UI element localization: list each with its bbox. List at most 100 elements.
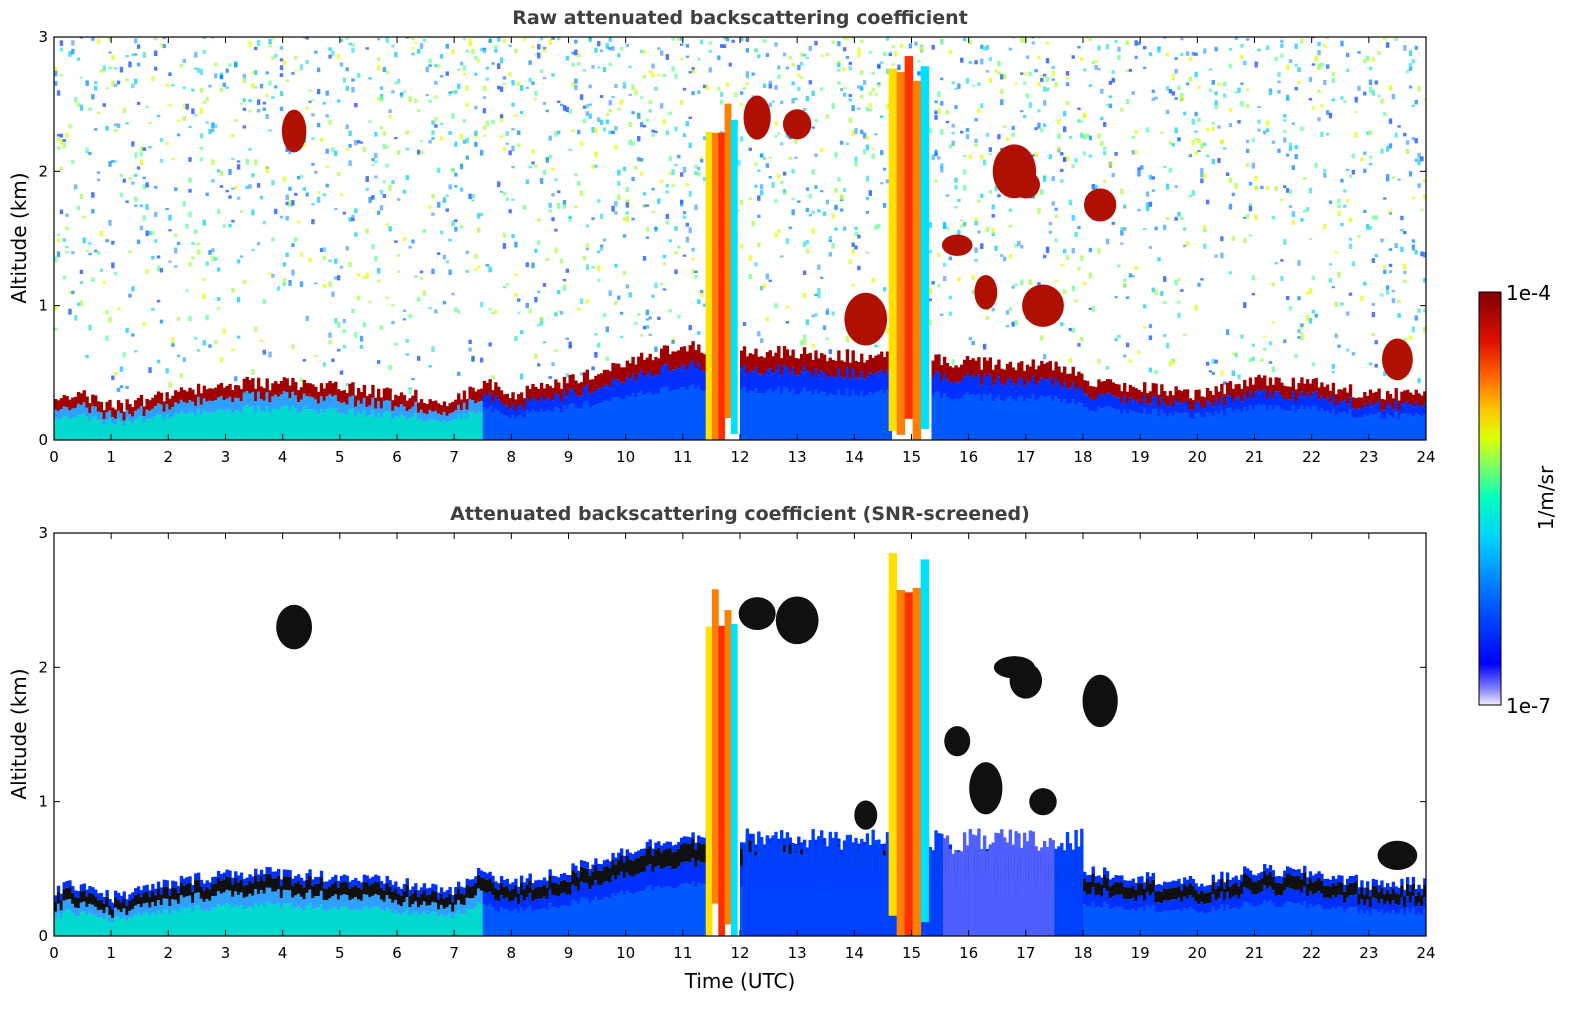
noise-speck [454, 307, 458, 312]
noise-speck [777, 74, 781, 80]
noise-speck [316, 88, 321, 95]
mixed-layer-cell [617, 875, 621, 894]
bl-top-cell [457, 393, 461, 405]
x-tick-label: 15 [902, 448, 921, 466]
noise-speck [1223, 27, 1226, 31]
noise-speck [205, 192, 209, 196]
surface-aerosol-cell [174, 910, 178, 936]
noise-speck [374, 131, 378, 137]
surface-aerosol-cell [577, 409, 581, 440]
bl-top-cell [628, 363, 632, 380]
noise-speck [219, 72, 224, 77]
surface-aerosol-cell [619, 890, 624, 936]
mixed-layer-cell [394, 406, 398, 417]
noise-speck [797, 200, 801, 203]
surface-aerosol-cell [565, 906, 569, 936]
noise-speck [691, 67, 695, 70]
noise-speck [1354, 96, 1358, 103]
surface-aerosol-cell [771, 392, 775, 440]
noise-speck [837, 41, 841, 47]
bl-top-cell [934, 354, 938, 372]
noise-speck [1357, 235, 1361, 239]
mixed-layer-cell [205, 898, 209, 910]
bl-top-cell [165, 392, 169, 404]
surface-aerosol-cell [276, 902, 281, 936]
bl-top-cell [1231, 388, 1235, 402]
noise-speck [1274, 56, 1278, 62]
noise-speck [1263, 25, 1266, 31]
noise-speck [1045, 87, 1050, 92]
bl-top-cell [391, 400, 395, 411]
bl-fringe-cell [265, 867, 269, 874]
noise-speck [1368, 155, 1373, 159]
bl-top-cell [574, 872, 578, 887]
bl-top-cell [1285, 386, 1290, 400]
noise-speck [385, 163, 389, 168]
bl-top-cell [820, 352, 824, 371]
surface-aerosol-cell [62, 910, 66, 936]
noise-speck [671, 66, 675, 72]
noise-speck [1068, 357, 1073, 363]
noise-speck [554, 349, 558, 352]
noise-speck [928, 288, 933, 294]
surface-aerosol-cell [519, 907, 524, 936]
top-heatmap [54, 25, 1426, 440]
noise-speck [1071, 247, 1075, 254]
surface-aerosol-cell [754, 388, 758, 440]
surface-aerosol-cell [102, 919, 106, 936]
noise-speck [699, 39, 704, 45]
bl-top-cell [940, 365, 944, 381]
bl-top-cell [331, 883, 335, 897]
noise-speck [365, 228, 369, 234]
surface-aerosol-cell [1022, 401, 1027, 440]
noise-speck [434, 95, 438, 99]
noise-speck [665, 190, 670, 194]
mixed-layer-cell [308, 889, 312, 904]
noise-speck [811, 169, 815, 175]
noise-speck [1171, 91, 1175, 96]
noise-speck [734, 92, 738, 98]
noise-speck [411, 47, 415, 50]
noise-speck [820, 147, 824, 153]
noise-speck [1137, 208, 1141, 212]
noise-speck [1200, 168, 1204, 172]
noise-speck [54, 66, 58, 72]
surface-aerosol-cell [1345, 414, 1350, 440]
surface-aerosol-cell [494, 408, 498, 440]
noise-speck [857, 47, 861, 53]
bl-top-cell [639, 352, 644, 371]
mixed-layer-cell [1145, 404, 1150, 416]
surface-aerosol-cell [659, 388, 664, 440]
mixed-layer-cell [354, 896, 358, 909]
noise-speck [1351, 153, 1356, 159]
noise-speck [1085, 37, 1090, 40]
bl-top-cell [1165, 395, 1170, 407]
noise-speck [1048, 154, 1053, 160]
noise-speck [608, 108, 612, 113]
bl-fringe-cell [631, 853, 635, 861]
noise-speck [422, 38, 427, 42]
noise-speck [131, 141, 135, 147]
bl-top-cell [528, 880, 532, 894]
mixed-layer-cell [671, 869, 675, 889]
noise-speck [345, 67, 349, 72]
bl-top-cell [1331, 382, 1336, 397]
bl-top-cell [1265, 385, 1270, 399]
noise-speck [145, 204, 149, 210]
bl-fringe-cell [497, 883, 501, 890]
bl-fringe-cell [116, 892, 121, 900]
bl-top-cell [459, 399, 464, 411]
surface-aerosol-cell [842, 396, 847, 440]
noise-speck [108, 316, 112, 323]
mixed-layer-cell [174, 899, 178, 911]
bl-fringe-cell [545, 880, 549, 888]
bl-top-cell [1343, 387, 1347, 401]
surface-aerosol-cell [299, 411, 304, 440]
noise-speck [465, 270, 469, 273]
mixed-layer-cell [505, 897, 509, 909]
bl-top-cell [619, 855, 624, 872]
noise-speck [645, 118, 650, 123]
noise-speck [199, 107, 204, 114]
bl-top-cell [1200, 396, 1204, 408]
noise-speck [236, 296, 241, 303]
